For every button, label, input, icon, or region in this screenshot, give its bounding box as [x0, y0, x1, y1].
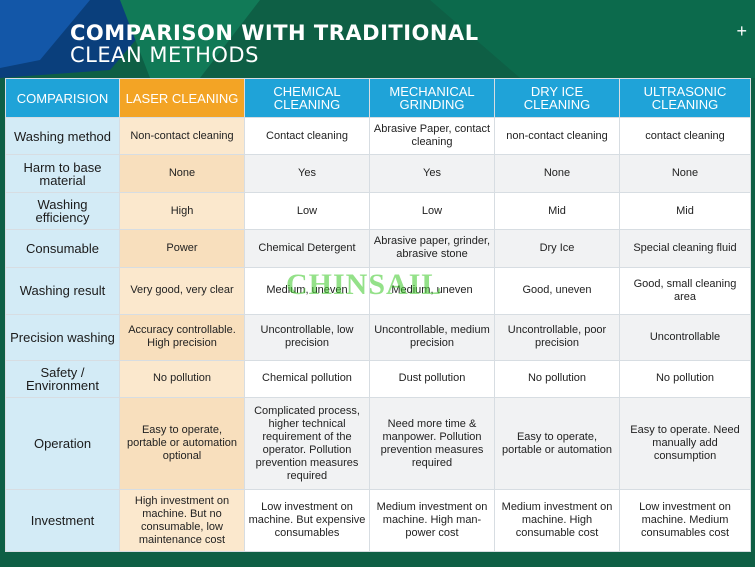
page-title: COMPARISON WITH TRADITIONAL: [70, 21, 479, 45]
table-row: Washing efficiency High Low Low Mid Mid: [6, 192, 750, 230]
table-cell: Low: [370, 192, 494, 230]
table-cell: Medium investment on machine. High man-p…: [370, 490, 494, 551]
column-header-dry-ice: DRY ICE CLEANING: [495, 79, 619, 117]
table-cell: Chemical pollution: [245, 360, 369, 398]
row-label: Harm to base material: [6, 155, 119, 192]
table-cell: Abrasive paper, grinder, abrasive stone: [370, 230, 494, 267]
table-cell: None: [495, 155, 619, 192]
table-cell: Very good, very clear: [120, 267, 244, 315]
title-block: COMPARISON WITH TRADITIONAL CLEAN METHOD…: [70, 22, 479, 66]
row-label: Operation: [6, 398, 119, 490]
table-cell: Low investment on machine. Medium consum…: [620, 490, 750, 551]
table-cell: Low: [245, 192, 369, 230]
table-cell: Low investment on machine. But expensive…: [245, 490, 369, 551]
row-label: Consumable: [6, 230, 119, 267]
row-label: Precision washing: [6, 315, 119, 360]
table-cell: Uncontrollable, medium precision: [370, 315, 494, 360]
table-cell: None: [120, 155, 244, 192]
table-row: Consumable Power Chemical Detergent Abra…: [6, 230, 750, 267]
table-row: Safety / Environment No pollution Chemic…: [6, 360, 750, 398]
table-cell: No pollution: [120, 360, 244, 398]
table-cell: High investment on machine. But no consu…: [120, 490, 244, 551]
table-cell: No pollution: [620, 360, 750, 398]
table-cell: Accuracy controllable. High precision: [120, 315, 244, 360]
table-cell: High: [120, 192, 244, 230]
table-cell: Easy to operate, portable or automation: [495, 398, 619, 490]
table-cell: Special cleaning fluid: [620, 230, 750, 267]
table-cell: Mid: [495, 192, 619, 230]
table-cell: Complicated process, higher technical re…: [245, 398, 369, 490]
table-cell: Medium investment on machine. High consu…: [495, 490, 619, 551]
row-label: Safety / Environment: [6, 360, 119, 398]
table-row: Washing method Non-contact cleaning Cont…: [6, 118, 750, 155]
table-cell: Dry Ice: [495, 230, 619, 267]
table-cell: Contact cleaning: [245, 118, 369, 155]
table-row: Washing result Very good, very clear Med…: [6, 267, 750, 315]
table-cell: Good, small cleaning area: [620, 267, 750, 315]
row-label: Washing method: [6, 118, 119, 155]
row-label: Washing efficiency: [6, 192, 119, 230]
table-cell: Uncontrollable, poor precision: [495, 315, 619, 360]
column-header-chemical: CHEMICAL CLEANING: [245, 79, 369, 117]
table-cell: Yes: [245, 155, 369, 192]
table-cell: Uncontrollable, low precision: [245, 315, 369, 360]
table-cell: Mid: [620, 192, 750, 230]
table-cell: Power: [120, 230, 244, 267]
table-cell: Uncontrollable: [620, 315, 750, 360]
table-cell: Good, uneven: [495, 267, 619, 315]
table-cell: Need more time & manpower. Pollution pre…: [370, 398, 494, 490]
table-cell: Yes: [370, 155, 494, 192]
table-cell: None: [620, 155, 750, 192]
table-cell: contact cleaning: [620, 118, 750, 155]
column-header-ultrasonic: ULTRASONIC CLEANING: [620, 79, 750, 117]
comparison-table: COMPARISION LASER CLEANING CHEMICAL CLEA…: [5, 78, 751, 552]
table-cell: Medium, uneven: [370, 267, 494, 315]
table-cell: Abrasive Paper, contact cleaning: [370, 118, 494, 155]
table-cell: Dust pollution: [370, 360, 494, 398]
table-cell: Easy to operate, portable or automation …: [120, 398, 244, 490]
table-row: Harm to base material None Yes Yes None …: [6, 155, 750, 192]
row-label: Washing result: [6, 267, 119, 315]
table-row: Investment High investment on machine. B…: [6, 490, 750, 551]
column-header-comparision: COMPARISION: [6, 79, 119, 117]
table-cell: Non-contact cleaning: [120, 118, 244, 155]
table-cell: Easy to operate. Need manually add consu…: [620, 398, 750, 490]
table-cell: non-contact cleaning: [495, 118, 619, 155]
table-row: Precision washing Accuracy controllable.…: [6, 315, 750, 360]
table-cell: Chemical Detergent: [245, 230, 369, 267]
table-cell: Medium, uneven: [245, 267, 369, 315]
page-subtitle: CLEAN METHODS: [70, 43, 259, 67]
table-row: Operation Easy to operate, portable or a…: [6, 398, 750, 490]
table-cell: No pollution: [495, 360, 619, 398]
column-header-laser: LASER CLEANING: [120, 79, 244, 117]
column-header-mechanical: MECHANICAL GRINDING: [370, 79, 494, 117]
row-label: Investment: [6, 490, 119, 551]
plus-icon[interactable]: +: [736, 21, 747, 41]
